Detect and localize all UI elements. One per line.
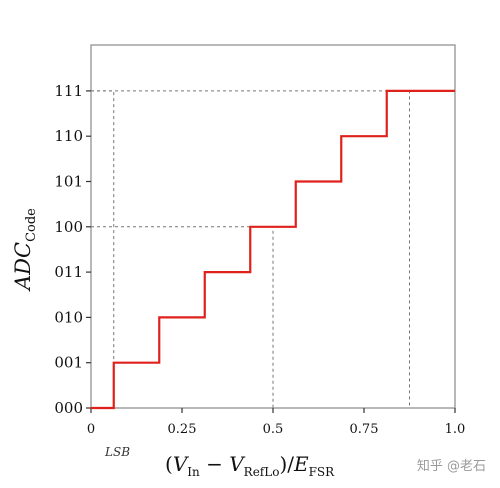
x-tick-label: 0 (87, 422, 95, 437)
y-axis: 000 001 010 011 100 101 110 111 (54, 82, 91, 417)
y-tick-label: 101 (54, 173, 83, 191)
lsb-annotation: LSB (104, 445, 130, 459)
step-line (91, 89, 455, 410)
y-tick-label: 010 (54, 308, 83, 326)
guide-line-0 (91, 90, 115, 408)
x-tick-label: 1.0 (445, 422, 466, 437)
x-tick-label: 0.75 (350, 422, 379, 437)
y-tick-label: 001 (54, 354, 83, 372)
x-axis-label: (VIn − VRefLo)/EFSR (165, 452, 335, 479)
y-axis-label: ADCCode (11, 208, 39, 292)
x-tick-label: 0.5 (263, 422, 284, 437)
watermark: 知乎 @老石 (416, 459, 486, 474)
y-tick-label: 110 (54, 127, 83, 145)
y-tick-label: 100 (54, 218, 83, 236)
x-tick-label: 0.25 (168, 422, 197, 437)
y-tick-label: 000 (54, 399, 83, 417)
y-tick-label: 111 (54, 82, 83, 100)
y-tick-label: 011 (54, 263, 83, 281)
x-axis: 0 0.25 0.5 0.75 1.0 (87, 408, 465, 437)
transfer-staircase (91, 89, 455, 410)
